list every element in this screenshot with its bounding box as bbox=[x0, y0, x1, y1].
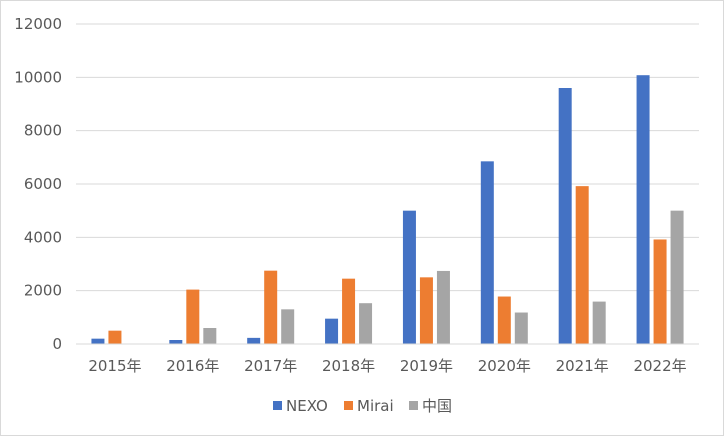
legend-swatch-Mirai bbox=[344, 401, 353, 410]
x-axis-ticks: 2015年 2016年 2017年 2018年 2019年 2020年 2021年 2022年 bbox=[88, 357, 686, 375]
bar-Mirai-2018年 bbox=[342, 278, 356, 344]
bar-NEXO-2020年 bbox=[480, 161, 494, 344]
legend-label: Mirai bbox=[357, 397, 394, 415]
bar-NEXO-2021年 bbox=[558, 88, 572, 344]
bar-中国-2016年 bbox=[203, 328, 217, 344]
bar-中国-2018年 bbox=[359, 303, 373, 344]
bar-Mirai-2019年 bbox=[419, 277, 433, 344]
bar-中国-2019年 bbox=[436, 270, 450, 344]
legend-label: 中国 bbox=[422, 397, 452, 415]
x-tick-label: 2020年 bbox=[478, 357, 531, 375]
bar-中国-2022年 bbox=[670, 210, 684, 344]
bar-NEXO-2016年 bbox=[169, 340, 183, 344]
bar-NEXO-2015年 bbox=[91, 338, 105, 344]
bar-NEXO-2019年 bbox=[402, 210, 416, 344]
legend: NEXO Mirai 中国 bbox=[273, 397, 452, 415]
x-tick-label: 2018年 bbox=[322, 357, 375, 375]
x-tick-label: 2022年 bbox=[633, 357, 686, 375]
bar-Mirai-2021年 bbox=[575, 186, 589, 344]
y-tick-label: 2000 bbox=[24, 282, 62, 300]
bar-NEXO-2022年 bbox=[636, 75, 650, 344]
bar-中国-2020年 bbox=[514, 312, 528, 344]
bar-Mirai-2017年 bbox=[264, 270, 278, 344]
y-tick-label: 6000 bbox=[24, 175, 62, 193]
bar-中国-2021年 bbox=[592, 301, 606, 344]
x-tick-label: 2017年 bbox=[244, 357, 297, 375]
x-tick-label: 2021年 bbox=[556, 357, 609, 375]
gridlines bbox=[76, 23, 699, 292]
bar-Mirai-2020年 bbox=[497, 296, 511, 344]
x-tick-label: 2015年 bbox=[88, 357, 141, 375]
bar-Mirai-2016年 bbox=[186, 289, 200, 344]
legend-swatch-NEXO bbox=[273, 401, 282, 410]
y-tick-label: 12000 bbox=[14, 15, 62, 33]
y-tick-label: 4000 bbox=[24, 228, 62, 246]
bar-Mirai-2022年 bbox=[653, 239, 667, 344]
bar-NEXO-2017年 bbox=[247, 337, 261, 344]
bar-中国-2017年 bbox=[281, 309, 295, 344]
y-tick-label: 8000 bbox=[24, 122, 62, 140]
y-tick-label: 10000 bbox=[14, 68, 62, 86]
legend-swatch-中国 bbox=[409, 401, 418, 410]
x-tick-label: 2016年 bbox=[166, 357, 219, 375]
bars bbox=[91, 75, 684, 344]
bar-NEXO-2018年 bbox=[325, 318, 339, 344]
bar-Mirai-2015年 bbox=[108, 330, 122, 344]
y-tick-label: 0 bbox=[52, 335, 62, 353]
y-axis-ticks: 0 2000 4000 6000 8000 10000 12000 bbox=[14, 15, 62, 353]
x-tick-label: 2019年 bbox=[400, 357, 453, 375]
legend-label: NEXO bbox=[286, 397, 328, 415]
